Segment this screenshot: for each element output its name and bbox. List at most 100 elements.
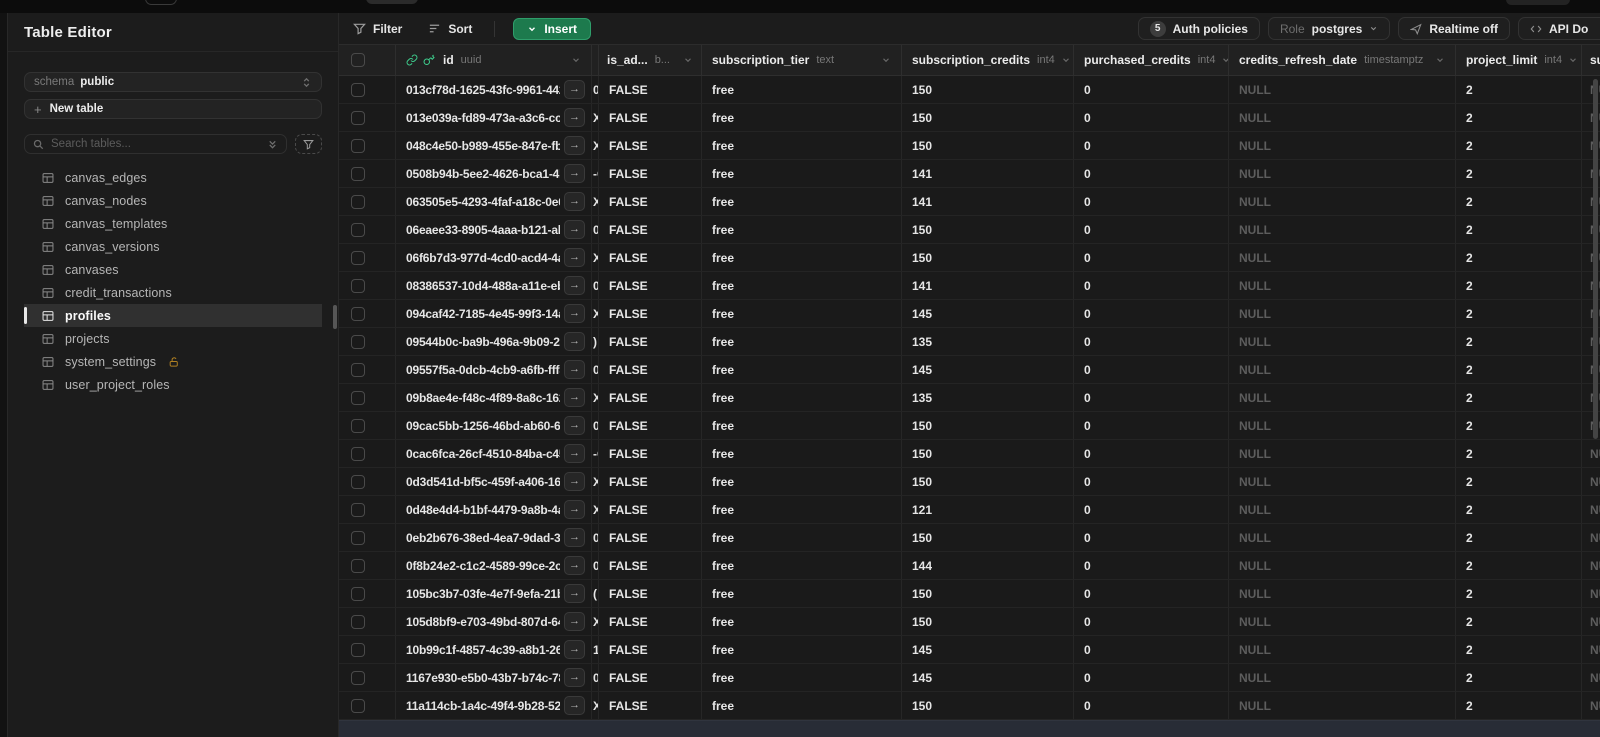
table-row[interactable]: 013cf78d-1625-43fc-9961-442189... → 0 FA…	[339, 76, 1600, 104]
expand-row-button[interactable]: →	[564, 164, 585, 183]
cell-subscription-tier[interactable]: free	[702, 524, 902, 551]
row-checkbox[interactable]	[351, 474, 365, 489]
chevron-down-icon[interactable]	[677, 55, 693, 65]
cell-id[interactable]: 0f8b24e2-c1c2-4589-99ce-2c52d... →	[396, 552, 592, 579]
cell-clipped[interactable]: 1	[592, 636, 599, 663]
cell-subscription-tier[interactable]: free	[702, 692, 902, 719]
cell-subscription-tier[interactable]: free	[702, 300, 902, 327]
cell-subscription-tier[interactable]: free	[702, 608, 902, 635]
cell-credits-refresh-date[interactable]: NULL	[1229, 580, 1456, 607]
expand-row-button[interactable]: →	[564, 528, 585, 547]
expand-row-button[interactable]: →	[564, 584, 585, 603]
cell-subscription-credits[interactable]: 150	[902, 440, 1074, 467]
cell-subscription-tier[interactable]: free	[702, 664, 902, 691]
cell-clipped[interactable]: X	[592, 244, 599, 271]
cell-clipped-right[interactable]: NULL	[1582, 552, 1600, 579]
table-row[interactable]: 10b99c1f-4857-4c39-a8b1-263b8... → 1 FAL…	[339, 636, 1600, 664]
cell-is-admin[interactable]: FALSE	[599, 692, 702, 719]
table-row[interactable]: 1167e930-e5b0-43b7-b74c-788c9... → 0 FAL…	[339, 664, 1600, 692]
cell-project-limit[interactable]: 2	[1456, 132, 1582, 159]
cell-id[interactable]: 0508b94b-5ee2-4626-bca1-4bca... →	[396, 160, 592, 187]
row-checkbox[interactable]	[351, 558, 365, 573]
cell-clipped[interactable]: X	[592, 104, 599, 131]
cell-project-limit[interactable]: 2	[1456, 384, 1582, 411]
cell-project-limit[interactable]: 2	[1456, 468, 1582, 495]
cell-credits-refresh-date[interactable]: NULL	[1229, 300, 1456, 327]
cell-id[interactable]: 09b8ae4e-f48c-4f89-8a8c-1629b... →	[396, 384, 592, 411]
cell-subscription-credits[interactable]: 135	[902, 384, 1074, 411]
cell-subscription-tier[interactable]: free	[702, 272, 902, 299]
cell-clipped[interactable]: X	[592, 384, 599, 411]
cell-clipped[interactable]: 0	[592, 664, 599, 691]
chevrons-down-icon[interactable]	[267, 139, 278, 150]
cell-clipped[interactable]: 0	[592, 272, 599, 299]
cell-subscription-credits[interactable]: 150	[902, 76, 1074, 103]
table-row[interactable]: 0cac6fca-26cf-4510-84ba-c4580... → -C FA…	[339, 440, 1600, 468]
table-row[interactable]: 0508b94b-5ee2-4626-bca1-4bca... → -C FAL…	[339, 160, 1600, 188]
cell-credits-refresh-date[interactable]: NULL	[1229, 244, 1456, 271]
chevron-down-icon[interactable]	[1562, 55, 1578, 65]
cell-is-admin[interactable]: FALSE	[599, 440, 702, 467]
cell-project-limit[interactable]: 2	[1456, 664, 1582, 691]
cell-purchased-credits[interactable]: 0	[1074, 244, 1229, 271]
table-row[interactable]: 105bc3b7-03fe-4e7f-9efa-21bb40... → ( FA…	[339, 580, 1600, 608]
cell-purchased-credits[interactable]: 0	[1074, 160, 1229, 187]
cell-clipped-right[interactable]: NULL	[1582, 608, 1600, 635]
cell-subscription-credits[interactable]: 150	[902, 468, 1074, 495]
expand-row-button[interactable]: →	[564, 668, 585, 687]
cell-project-limit[interactable]: 2	[1456, 216, 1582, 243]
cell-subscription-credits[interactable]: 141	[902, 160, 1074, 187]
cell-subscription-tier[interactable]: free	[702, 160, 902, 187]
chevron-down-icon[interactable]	[875, 55, 891, 65]
cell-id[interactable]: 094caf42-7185-4e45-99f3-14abee... →	[396, 300, 592, 327]
row-checkbox[interactable]	[351, 642, 365, 657]
cell-id[interactable]: 08386537-10d4-488a-a11e-eb5a6... →	[396, 272, 592, 299]
cell-credits-refresh-date[interactable]: NULL	[1229, 636, 1456, 663]
cell-subscription-tier[interactable]: free	[702, 496, 902, 523]
cell-id[interactable]: 0d3d541d-bf5c-459f-a406-16b93... →	[396, 468, 592, 495]
expand-row-button[interactable]: →	[564, 696, 585, 715]
column-header-subscription-credits[interactable]: subscription_credits int4	[902, 45, 1074, 75]
cell-clipped[interactable]: 0	[592, 524, 599, 551]
cell-credits-refresh-date[interactable]: NULL	[1229, 440, 1456, 467]
cell-id[interactable]: 11a114cb-1a4c-49f4-9b28-52219ec... →	[396, 692, 592, 719]
column-header-subscription-tier[interactable]: subscription_tier text	[702, 45, 902, 75]
cell-credits-refresh-date[interactable]: NULL	[1229, 160, 1456, 187]
cell-subscription-tier[interactable]: free	[702, 412, 902, 439]
cell-id[interactable]: 06f6b7d3-977d-4cd0-acd4-4a78... →	[396, 244, 592, 271]
row-checkbox[interactable]	[351, 530, 365, 545]
table-row[interactable]: 06eaee33-8905-4aaa-b121-ab552... → 0 FAL…	[339, 216, 1600, 244]
cell-project-limit[interactable]: 2	[1456, 412, 1582, 439]
cell-purchased-credits[interactable]: 0	[1074, 412, 1229, 439]
row-checkbox[interactable]	[351, 138, 365, 153]
row-checkbox[interactable]	[351, 418, 365, 433]
cell-subscription-tier[interactable]: free	[702, 580, 902, 607]
cell-is-admin[interactable]: FALSE	[599, 608, 702, 635]
cell-subscription-credits[interactable]: 145	[902, 300, 1074, 327]
cell-is-admin[interactable]: FALSE	[599, 300, 702, 327]
expand-row-button[interactable]: →	[564, 80, 585, 99]
cell-clipped-right[interactable]: NULL	[1582, 636, 1600, 663]
expand-row-button[interactable]: →	[564, 360, 585, 379]
cell-purchased-credits[interactable]: 0	[1074, 664, 1229, 691]
select-all-checkbox[interactable]	[351, 53, 365, 67]
expand-row-button[interactable]: →	[564, 416, 585, 435]
cell-purchased-credits[interactable]: 0	[1074, 692, 1229, 719]
cell-project-limit[interactable]: 2	[1456, 272, 1582, 299]
cell-clipped-right[interactable]: NULL	[1582, 496, 1600, 523]
cell-clipped[interactable]: (	[592, 580, 599, 607]
cell-is-admin[interactable]: FALSE	[599, 216, 702, 243]
cell-credits-refresh-date[interactable]: NULL	[1229, 412, 1456, 439]
table-row[interactable]: 09cac5bb-1256-46bd-ab60-64ed... → 0 FALS…	[339, 412, 1600, 440]
cell-id[interactable]: 09544b0c-ba9b-496a-9b09-244... →	[396, 328, 592, 355]
row-checkbox[interactable]	[351, 166, 365, 181]
insert-button[interactable]: Insert	[513, 17, 592, 40]
cell-is-admin[interactable]: FALSE	[599, 636, 702, 663]
cell-subscription-credits[interactable]: 121	[902, 496, 1074, 523]
row-checkbox[interactable]	[351, 390, 365, 405]
cell-project-limit[interactable]: 2	[1456, 104, 1582, 131]
cell-project-limit[interactable]: 2	[1456, 496, 1582, 523]
sidebar-table-item[interactable]: user_project_roles	[24, 373, 322, 396]
expand-row-button[interactable]: →	[564, 304, 585, 323]
cell-project-limit[interactable]: 2	[1456, 524, 1582, 551]
